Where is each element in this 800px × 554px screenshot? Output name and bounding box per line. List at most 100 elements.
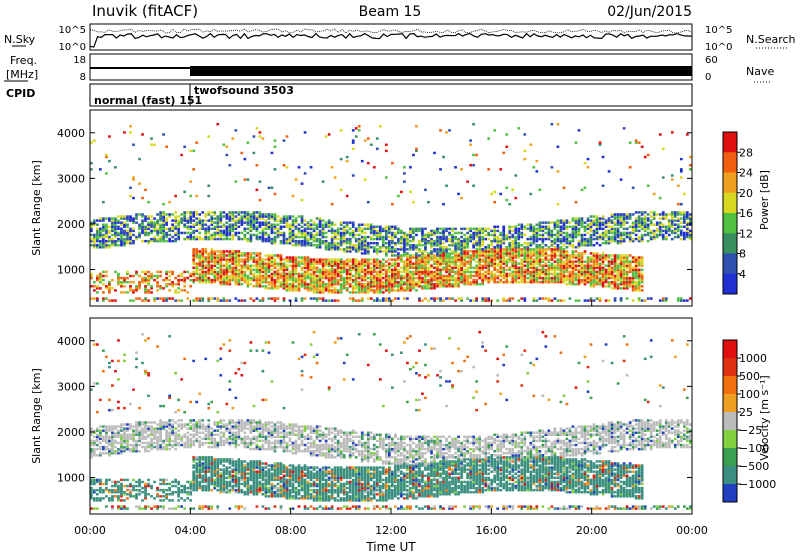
echo-cell: [387, 235, 391, 239]
echo-cell: [297, 241, 301, 245]
echo-cell: [481, 299, 484, 302]
echo-cell: [631, 229, 635, 233]
echo-cell: [321, 299, 325, 302]
echo-cell: [511, 276, 515, 280]
echo-cell: [400, 235, 403, 239]
echo-cell: [595, 274, 599, 278]
echo-cell: [670, 221, 674, 224]
echo-cell: [505, 198, 509, 202]
echo-cell: [174, 225, 177, 228]
echo-cell: [225, 233, 229, 237]
echo-cell: [354, 270, 358, 274]
echo-cell: [384, 246, 388, 249]
echo-cell: [303, 282, 307, 286]
echo-cell: [541, 280, 545, 284]
echo-cell: [685, 217, 689, 220]
echo-cell: [306, 258, 310, 261]
echo-cell: [496, 258, 500, 261]
echo-cell: [105, 425, 108, 428]
echo-cell: [616, 215, 620, 218]
echo-cell: [634, 285, 638, 288]
echo-cell: [574, 282, 578, 286]
echo-cell: [183, 278, 187, 282]
echo-cell: [297, 215, 301, 218]
echo-cell: [424, 241, 427, 245]
echo-cell: [640, 280, 644, 284]
echo-cell: [520, 250, 524, 253]
echo-cell: [174, 239, 177, 243]
echo-cell: [174, 227, 177, 231]
echo-cell: [294, 221, 298, 224]
echo-cell: [586, 241, 590, 245]
echo-cell: [688, 223, 692, 226]
echo-cell: [400, 254, 403, 257]
echo-cell: [270, 272, 274, 276]
echo-cell: [448, 252, 451, 255]
echo-cell: [306, 268, 310, 272]
echo-cell: [481, 227, 484, 231]
echo-cell: [412, 278, 415, 282]
echo-cell: [123, 276, 126, 280]
echo-cell: [330, 231, 334, 235]
echo-cell: [138, 287, 141, 290]
echo-cell: [219, 235, 223, 239]
echo-cell: [99, 431, 102, 434]
echo-cell: [634, 141, 638, 144]
echo-cell: [418, 270, 421, 274]
echo-cell: [114, 229, 117, 233]
echo-cell: [198, 235, 202, 239]
echo-cell: [120, 237, 123, 241]
echo-cell: [267, 262, 271, 265]
echo-cell: [442, 254, 445, 257]
echo-cell: [583, 268, 587, 272]
echo-cell: [102, 223, 105, 226]
echo-cell: [105, 285, 108, 288]
echo-cell: [105, 270, 108, 274]
echo-cell: [297, 272, 301, 276]
echo-cell: [249, 221, 253, 224]
echo-cell: [433, 248, 436, 251]
echo-cell: [607, 270, 611, 274]
echo-cell: [342, 239, 346, 243]
echo-cell: [165, 239, 168, 243]
echo-cell: [442, 299, 445, 302]
echo-cell: [270, 276, 274, 280]
echo-cell: [159, 231, 162, 235]
echo-cell: [123, 278, 126, 282]
echo-cell: [222, 254, 226, 257]
echo-cell: [424, 280, 427, 284]
echo-cell: [442, 202, 445, 206]
echo-cell: [565, 256, 569, 259]
echo-cell: [538, 188, 542, 192]
echo-cell: [487, 260, 491, 263]
echo-cell: [366, 287, 370, 290]
echo-cell: [279, 219, 283, 222]
echo-cell: [309, 297, 313, 300]
echo-cell: [412, 270, 415, 274]
echo-cell: [183, 231, 187, 235]
echo-cell: [309, 233, 313, 237]
echo-cell: [189, 225, 193, 228]
echo-cell: [273, 213, 277, 216]
echo-cell: [511, 248, 515, 251]
echo-cell: [676, 235, 680, 239]
echo-cell: [219, 266, 223, 270]
echo-cell: [96, 274, 99, 278]
echo-cell: [255, 264, 259, 267]
echo-cell: [354, 299, 358, 302]
echo-cell: [568, 233, 572, 237]
echo-cell: [279, 217, 283, 220]
echo-cell: [285, 223, 289, 226]
echo-cell: [658, 213, 662, 216]
echo-cell: [436, 258, 439, 261]
echo-cell: [354, 229, 358, 233]
echo-cell: [252, 135, 256, 138]
echo-cell: [183, 190, 187, 194]
echo-cell: [288, 235, 292, 239]
echo-cell: [496, 237, 500, 241]
echo-cell: [372, 241, 376, 245]
echo-cell: [192, 262, 196, 265]
echo-cell: [580, 223, 584, 226]
echo-cell: [658, 227, 662, 231]
echo-cell: [607, 235, 611, 239]
